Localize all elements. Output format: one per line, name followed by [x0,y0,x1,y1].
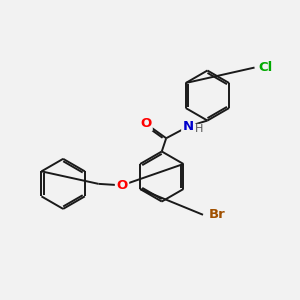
Text: N: N [183,120,194,133]
Text: Cl: Cl [258,61,272,74]
Text: H: H [195,124,204,134]
Text: Br: Br [208,208,225,221]
Text: O: O [140,117,151,130]
Text: O: O [116,179,128,192]
